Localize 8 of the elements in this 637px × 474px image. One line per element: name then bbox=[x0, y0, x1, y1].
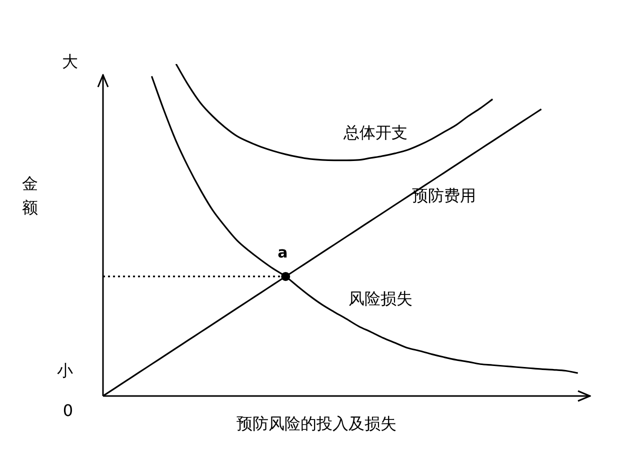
x-axis-title: 预防风险的投入及损失 bbox=[236, 414, 396, 434]
y-axis-title: 金额 bbox=[22, 174, 38, 218]
text: 0 bbox=[62, 401, 74, 420]
text: 大 bbox=[62, 52, 78, 72]
text: 小 bbox=[57, 361, 73, 380]
annotation: a bbox=[278, 243, 288, 262]
series-label: 风险损失 bbox=[348, 288, 413, 308]
series-label: 总体开支 bbox=[342, 122, 408, 142]
